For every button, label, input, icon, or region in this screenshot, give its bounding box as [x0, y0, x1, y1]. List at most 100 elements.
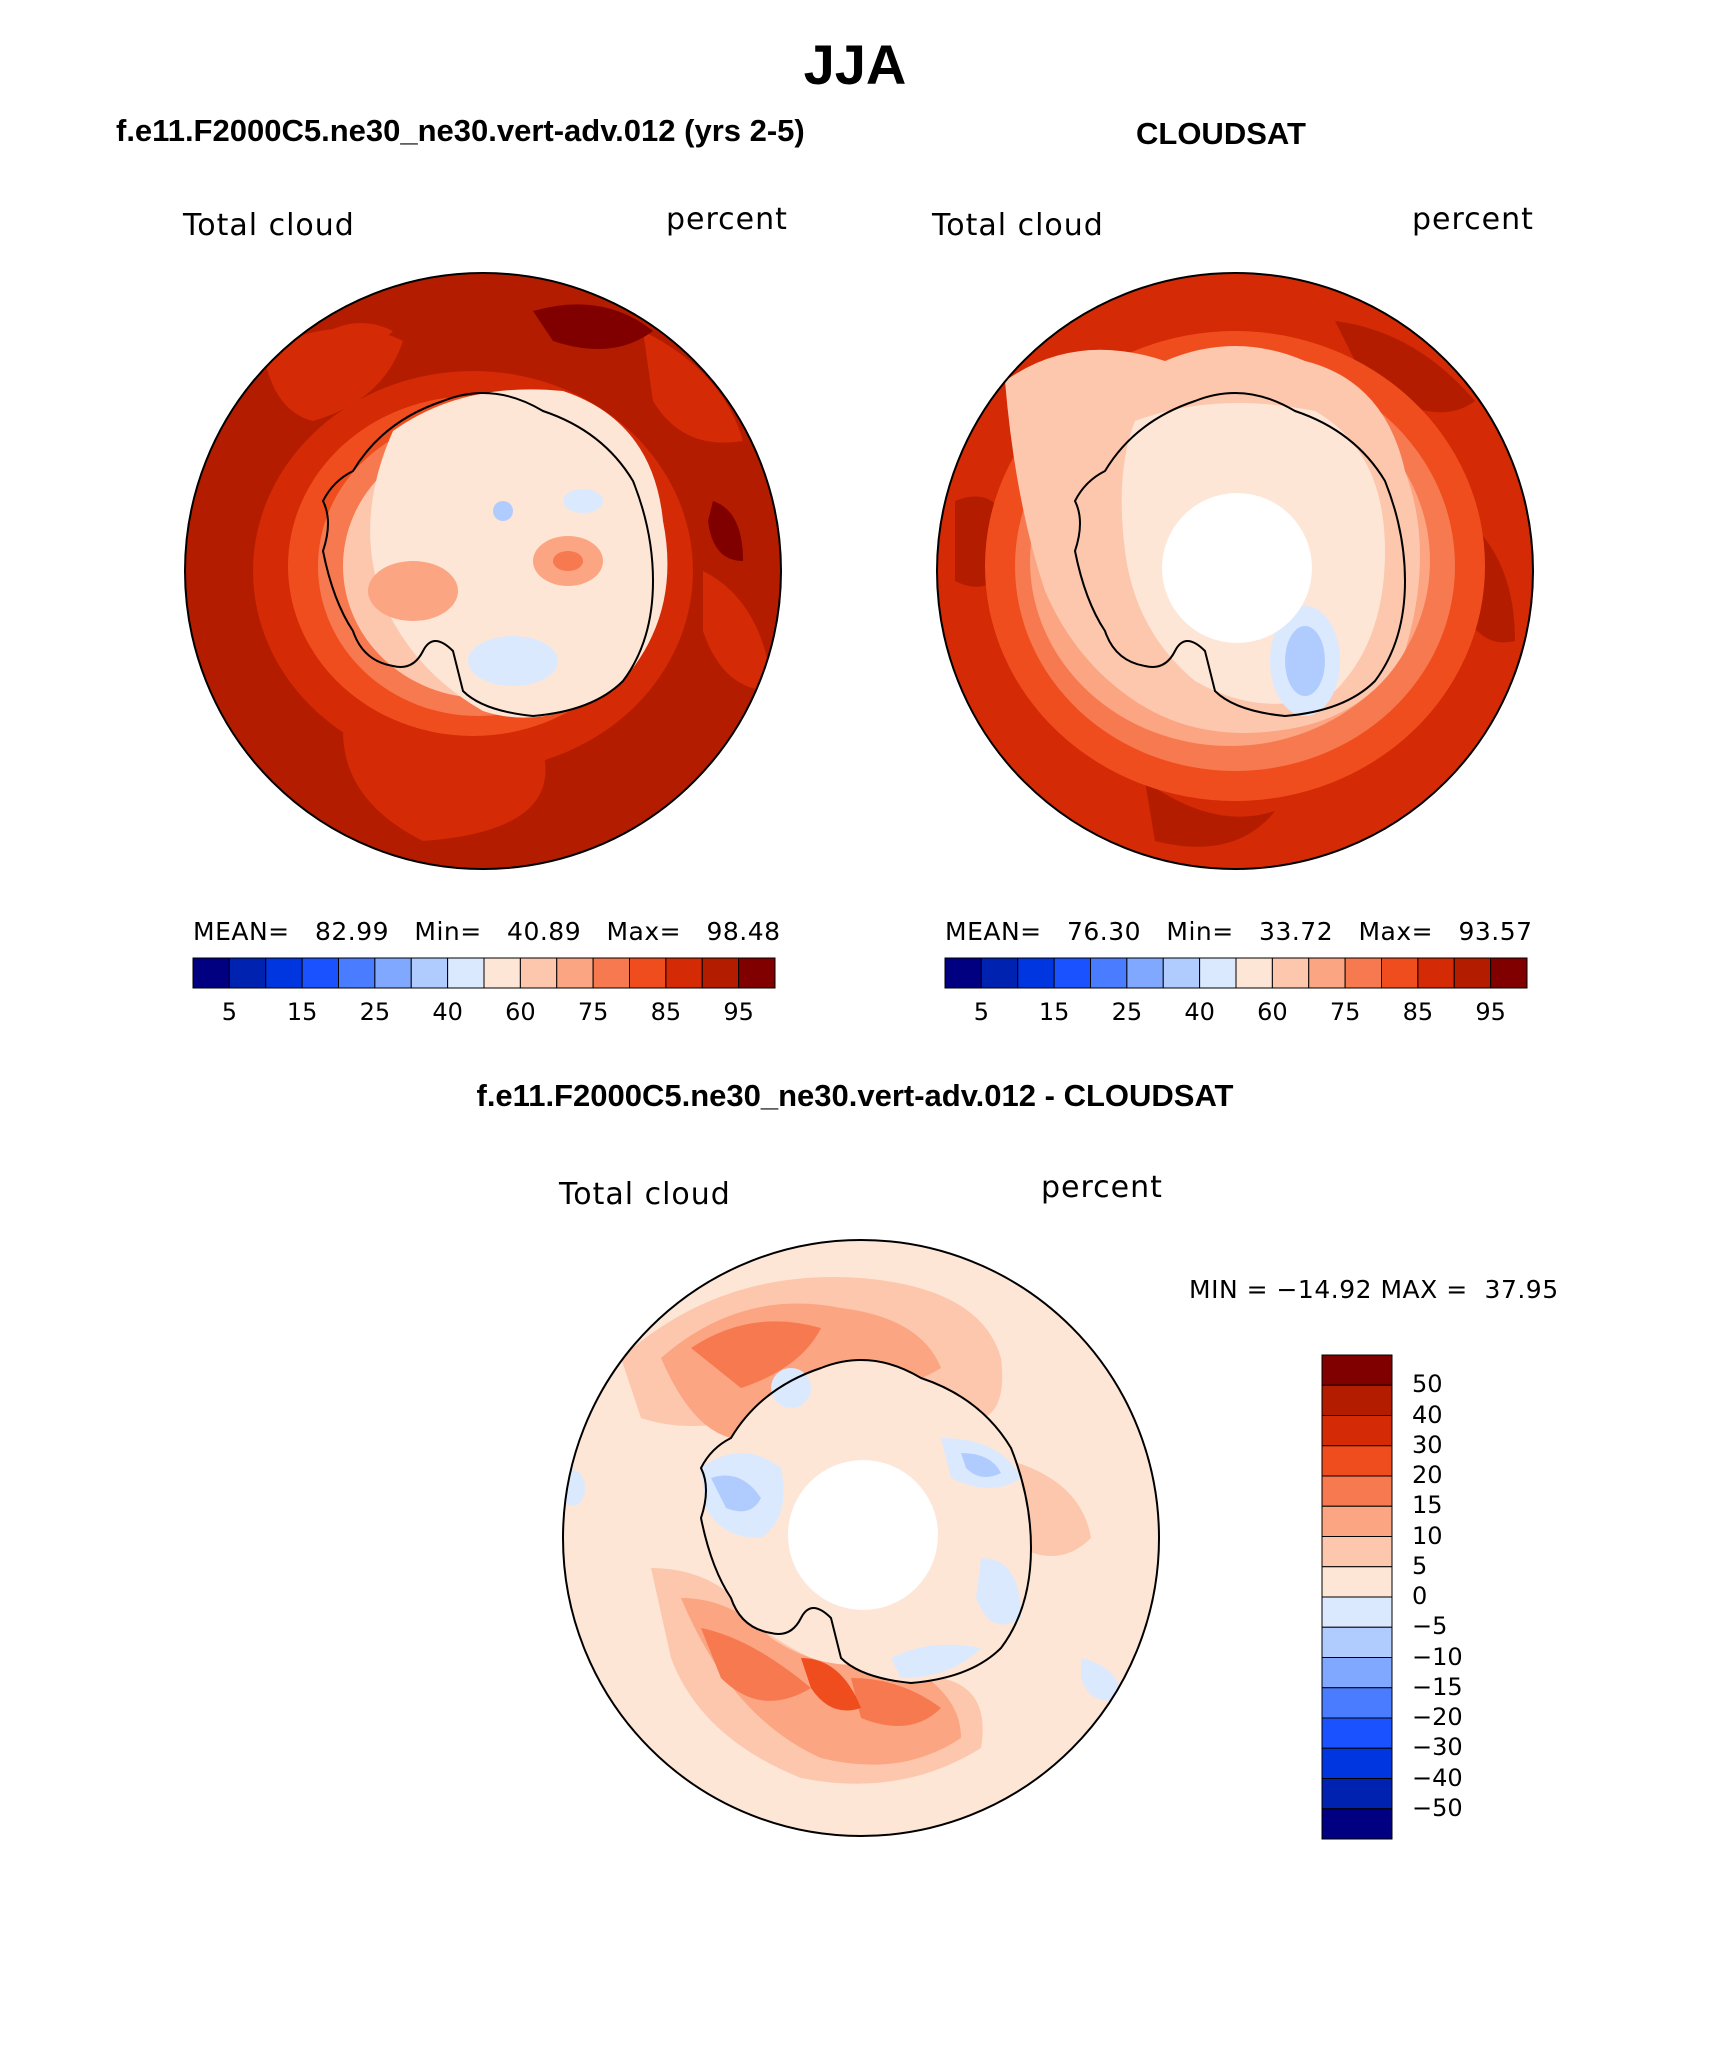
panel1-colorbar-swatch: [519, 957, 558, 989]
panel2-colorbar-swatch: [1235, 957, 1273, 989]
diff-colorbar-swatch: [1321, 1505, 1393, 1537]
panel1-colorbar-tick-label: 25: [359, 998, 391, 1026]
panel2-colorbar-tick-label: 40: [1184, 998, 1215, 1026]
diff-colorbar-tick-label: −10: [1412, 1642, 1463, 1671]
panel2-colorbar-swatch: [1017, 957, 1055, 989]
panel2-colorbar-swatch: [1271, 957, 1310, 989]
panel2-max-value: 93.57: [1458, 917, 1533, 946]
panel1-colorbar-swatch: [228, 957, 267, 989]
panel2-colorbar-swatch: [1199, 957, 1237, 989]
diff-colorbar-tick-label: 30: [1412, 1430, 1443, 1459]
panel1-colorbar-tick-label: 75: [577, 998, 609, 1026]
panel2-colorbar-swatch: [1490, 957, 1528, 989]
panel1-colorbar-swatch: [483, 957, 521, 989]
panel2-colorbar-ticks: 5 15 25 40 60 75 85 95: [944, 998, 1528, 1028]
panel2-colorbar-swatch: [1126, 957, 1164, 989]
panel1-stats: MEAN= 82.99 Min= 40.89 Max= 98.48: [193, 917, 781, 946]
panel2-colorbar-swatch: [1090, 957, 1128, 989]
panel1-variable-label: Total cloud: [183, 208, 355, 243]
panel1-units-label: percent: [666, 202, 788, 237]
panel1-colorbar-swatch: [374, 957, 412, 989]
panel2-colorbar-tick-label: 5: [973, 998, 990, 1026]
panel1-mean-value: 82.99: [314, 917, 390, 946]
panel2-colorbar-tick-label: 85: [1402, 998, 1434, 1026]
diff-colorbar-swatch: [1321, 1778, 1393, 1810]
panel1-colorbar-swatch: [265, 957, 303, 989]
diff-subtitle: f.e11.F2000C5.ne30_ne30.vert-adv.012 - C…: [476, 1078, 1234, 1113]
panel2-colorbar-swatch: [1381, 957, 1419, 989]
diff-colorbar-tick-label: 5: [1412, 1551, 1428, 1580]
panel1-colorbar-tick-label: 85: [650, 998, 682, 1026]
panel2-colorbar-swatch: [944, 957, 982, 989]
panel1-colorbar-swatch: [410, 957, 449, 989]
diff-colorbar-tick-label: −30: [1412, 1733, 1463, 1762]
panel1-colorbar-tick-label: 95: [723, 998, 754, 1026]
diff-colorbar-swatch: [1321, 1747, 1393, 1779]
panel1-colorbar-swatch: [738, 957, 776, 989]
diff-colorbar-tick-label: −15: [1412, 1672, 1463, 1701]
panel1-mean-label: MEAN=: [193, 917, 290, 946]
diff-units-label: percent: [1041, 1170, 1163, 1205]
panel1-subtitle: f.e11.F2000C5.ne30_ne30.vert-adv.012 (yr…: [116, 113, 805, 148]
panel2-colorbar-swatch: [1162, 957, 1201, 989]
diff-colorbar-swatch: [1321, 1687, 1393, 1719]
diff-colorbar: [1321, 1354, 1393, 1840]
panel2-colorbar-swatch: [1344, 957, 1382, 989]
panel1-colorbar: [192, 957, 776, 989]
diff-variable-label: Total cloud: [559, 1177, 731, 1212]
diff-colorbar-tick-label: 15: [1412, 1491, 1443, 1520]
diff-colorbar-tick-label: −5: [1412, 1612, 1448, 1641]
panel1-min-label: Min=: [414, 917, 482, 946]
panel1-max-value: 98.48: [706, 917, 781, 946]
diff-colorbar-tick-label: −40: [1412, 1763, 1463, 1792]
panel1-colorbar-tick-label: 60: [505, 998, 536, 1026]
panel2-mean-value: 76.30: [1066, 917, 1142, 946]
panel2-colorbar-swatch: [1053, 957, 1091, 989]
panel2-stats: MEAN= 76.30 Min= 33.72 Max= 93.57: [945, 917, 1533, 946]
panel2-colorbar-tick-label: 15: [1038, 998, 1070, 1026]
panel1-colorbar-swatch: [301, 957, 339, 989]
panel2-min-value: 33.72: [1259, 917, 1334, 946]
panel1-colorbar-swatch: [701, 957, 740, 989]
diff-colorbar-ticks: 50 40 30 20 15 10 5 0 −5 −10 −15 −20 −30 −40 −50: [1400, 1354, 1500, 1840]
panel2-colorbar-swatch: [980, 957, 1019, 989]
diff-colorbar-tick-label: −50: [1412, 1793, 1463, 1822]
panel1-colorbar-swatch: [192, 957, 230, 989]
panel1-min-value: 40.89: [507, 917, 582, 946]
diff-colorbar-tick-label: −20: [1412, 1703, 1463, 1731]
panel2-colorbar-tick-label: 95: [1475, 998, 1506, 1026]
panel1-colorbar-swatch: [447, 957, 485, 989]
panel1-colorbar-swatch: [556, 957, 594, 989]
panel1-colorbar-tick-label: 5: [221, 998, 238, 1026]
diff-colorbar-swatch: [1321, 1384, 1393, 1416]
diff-colorbar-swatch: [1321, 1445, 1393, 1477]
diff-colorbar-tick-label: 0: [1412, 1582, 1428, 1610]
panel1-colorbar-swatch: [592, 957, 630, 989]
diff-colorbar-swatch: [1321, 1808, 1393, 1840]
panel1-colorbar-swatch: [629, 957, 667, 989]
panel1-max-label: Max=: [606, 917, 682, 946]
panel1-colorbar-swatch: [338, 957, 376, 989]
panel2-colorbar-swatch: [1417, 957, 1455, 989]
panel1-colorbar-tick-label: 15: [286, 998, 318, 1026]
panel2-variable-label: Total cloud: [932, 208, 1104, 243]
diff-colorbar-tick-label: 40: [1412, 1400, 1443, 1429]
main-title: JJA: [803, 33, 907, 96]
panel2-units-label: percent: [1412, 202, 1534, 237]
panel2-mean-label: MEAN=: [945, 917, 1042, 946]
diff-colorbar-tick-label: 20: [1412, 1461, 1443, 1489]
panel2-polar-map: [936, 272, 1534, 870]
diff-colorbar-swatch: [1321, 1717, 1393, 1749]
diff-minmax: MIN = −14.92 MAX = 37.95: [1189, 1275, 1559, 1304]
panel2-colorbar-tick-label: 75: [1329, 998, 1361, 1026]
diff-colorbar-swatch: [1321, 1657, 1393, 1689]
diff-colorbar-tick-label: 50: [1412, 1370, 1443, 1399]
panel2-max-label: Max=: [1358, 917, 1434, 946]
panel2-colorbar-swatch: [1308, 957, 1346, 989]
diff-colorbar-swatch: [1321, 1354, 1393, 1386]
panel1-colorbar-tick-label: 40: [432, 998, 463, 1026]
panel2-subtitle: CLOUDSAT: [1136, 116, 1306, 151]
diff-colorbar-swatch: [1321, 1566, 1393, 1598]
diff-colorbar-swatch: [1321, 1415, 1393, 1447]
panel1-colorbar-ticks: 5 15 25 40 60 75 85 95: [192, 998, 776, 1028]
